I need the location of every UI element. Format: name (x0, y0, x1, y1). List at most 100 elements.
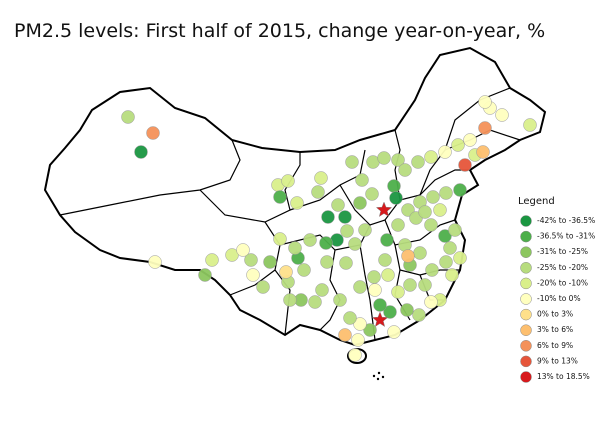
city-marker (418, 278, 432, 292)
city-marker (315, 283, 329, 297)
city-marker (348, 237, 362, 251)
city-marker (375, 201, 393, 218)
legend-label: -36.5% to -31% (537, 232, 595, 241)
city-marker (368, 283, 382, 297)
legend-swatch (520, 277, 532, 290)
city-marker (134, 145, 148, 159)
legend-swatch (520, 371, 532, 383)
city-marker (463, 133, 477, 147)
legend-label: -25% to -20% (537, 263, 588, 272)
city-marker (348, 348, 362, 362)
legend-label: 0% to 3% (537, 310, 573, 319)
city-marker (303, 233, 317, 247)
city-marker (453, 251, 467, 265)
city-marker (263, 255, 277, 269)
city-marker (478, 121, 492, 135)
city-markers (121, 95, 537, 362)
legend-title: Legend (518, 196, 555, 207)
city-marker (523, 118, 537, 132)
city-marker (398, 163, 412, 177)
city-marker (424, 218, 438, 232)
city-marker (319, 236, 333, 250)
city-marker (365, 187, 379, 201)
city-marker (273, 232, 287, 246)
city-marker (378, 253, 392, 267)
legend-label: 6% to 9% (537, 341, 573, 350)
city-marker (413, 246, 427, 260)
city-marker (121, 110, 135, 124)
city-marker (338, 210, 352, 224)
city-marker (321, 210, 335, 224)
city-marker (314, 171, 328, 185)
city-marker (411, 155, 425, 169)
city-marker (377, 151, 391, 165)
city-marker (205, 253, 219, 267)
legend-swatch (520, 308, 532, 321)
city-marker (373, 298, 387, 312)
city-marker (445, 268, 459, 282)
city-marker (236, 243, 250, 257)
city-marker (288, 241, 302, 255)
legend-label: 13% to 18.5% (537, 372, 590, 381)
city-marker (244, 253, 258, 267)
legend-swatch (520, 340, 532, 352)
city-marker (353, 196, 367, 210)
legend-label: 3% to 6% (537, 325, 573, 334)
city-marker (453, 183, 467, 197)
city-marker (400, 303, 414, 317)
legend-label: -31% to -25% (537, 247, 588, 256)
city-marker (148, 255, 162, 269)
city-marker (426, 190, 440, 204)
city-marker (424, 295, 438, 309)
city-marker (345, 155, 359, 169)
city-marker (439, 255, 453, 269)
city-marker (424, 150, 438, 164)
city-marker (363, 323, 377, 337)
city-marker (311, 185, 325, 199)
city-marker (387, 179, 401, 193)
legend-label: -20% to -10% (537, 278, 588, 287)
city-marker (380, 233, 394, 247)
city-marker (451, 138, 465, 152)
city-marker (391, 218, 405, 232)
city-marker (256, 280, 270, 294)
city-marker (389, 191, 403, 205)
city-marker (391, 153, 405, 167)
city-marker (439, 186, 453, 200)
city-marker (308, 295, 322, 309)
city-marker (338, 328, 352, 342)
city-marker (425, 263, 439, 277)
city-marker (351, 333, 365, 347)
city-marker (283, 293, 297, 307)
city-marker (246, 268, 260, 282)
legend-label: -42% to -36.5% (537, 216, 595, 225)
city-marker (412, 308, 426, 322)
city-marker (340, 224, 354, 238)
city-marker (355, 173, 369, 187)
city-marker (353, 280, 367, 294)
city-marker (358, 223, 372, 237)
city-marker (476, 145, 490, 159)
city-marker (198, 268, 212, 282)
city-marker (478, 95, 492, 109)
city-marker (297, 263, 311, 277)
city-marker (331, 198, 345, 212)
city-marker (433, 203, 447, 217)
city-marker (391, 285, 405, 299)
legend-swatch (520, 355, 532, 368)
city-marker (146, 126, 160, 140)
city-marker (495, 108, 509, 122)
city-marker (387, 325, 401, 339)
city-marker (438, 145, 452, 159)
city-marker (333, 293, 347, 307)
city-marker (401, 249, 415, 263)
islets (372, 371, 385, 381)
legend-label: -10% to 0% (537, 294, 581, 303)
legend-swatch (520, 324, 532, 336)
city-marker (343, 311, 357, 325)
city-marker (371, 311, 389, 328)
city-marker (458, 158, 472, 172)
city-marker (443, 241, 457, 255)
legend-swatch (520, 215, 532, 227)
